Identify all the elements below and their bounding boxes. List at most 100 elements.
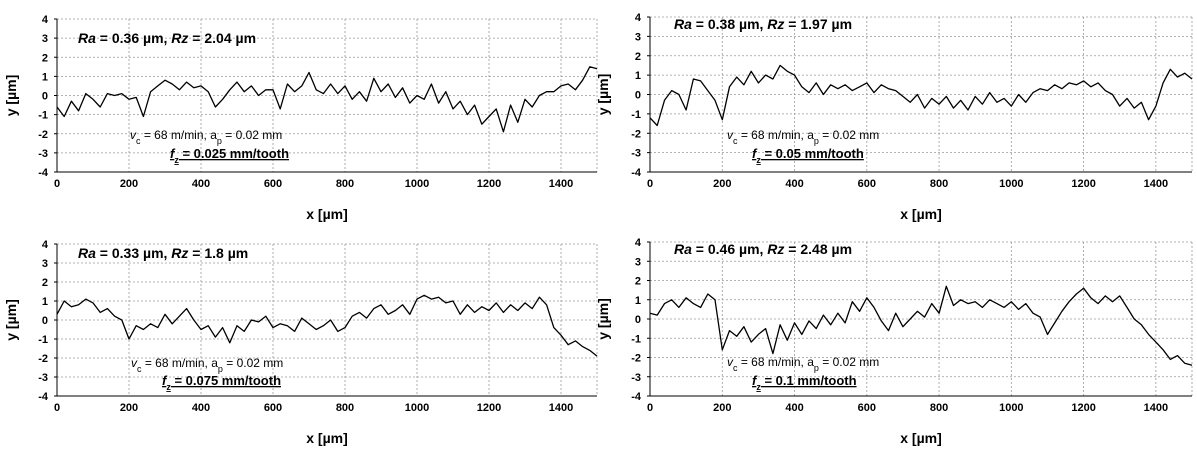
x-tick-label: 1400 <box>1144 178 1168 190</box>
x-tick-label: 1200 <box>1071 402 1095 414</box>
ra-value: = 0.38 µm, <box>692 16 767 32</box>
ra-label: Ra <box>78 245 96 261</box>
x-tick-label: 200 <box>120 178 138 190</box>
y-tick-label: -4 <box>38 391 49 403</box>
x-tick-label: 800 <box>930 402 948 414</box>
y-tick-label: 4 <box>635 237 642 249</box>
cond-text: = 0.02 mm <box>819 355 879 369</box>
chart-panel-top-left: -4 -3 -2 -1 0 1 2 3 4 0 200 400 600 800 1000 1200 1400 x … <box>3 14 598 222</box>
x-tick-label: 200 <box>120 402 138 414</box>
cond-symbol: a <box>807 128 814 142</box>
feed-subscript: z <box>174 155 179 165</box>
x-tick-label: 1200 <box>1071 178 1095 190</box>
x-tick-label: 1000 <box>999 178 1023 190</box>
x-tick-label: 200 <box>713 178 731 190</box>
roughness-annotation: Ra = 0.38 µm, Rz = 1.97 µm <box>674 16 852 32</box>
y-tick-label: 1 <box>635 295 641 307</box>
feed-text: = 0.075 mm/tooth <box>171 373 281 388</box>
chart-panel-bottom-left: -4 -3 -2 -1 0 1 2 3 4 0 200 400 600 800 1000 1200 1400 x … <box>3 239 598 446</box>
rz-label: Rz <box>767 241 784 257</box>
profile-line <box>649 64 1193 127</box>
y-tick-label: -1 <box>38 110 48 122</box>
feed-subscript: z <box>166 382 171 392</box>
x-tick-label: 1200 <box>477 178 501 190</box>
y-tick-label: -2 <box>631 128 641 140</box>
y-tick-label: -3 <box>38 372 48 384</box>
x-tick-label: 1200 <box>477 402 501 414</box>
cond-subscript: p <box>814 136 819 146</box>
cond-symbol: v <box>727 128 734 142</box>
ra-value: = 0.33 µm, <box>96 245 171 261</box>
y-tick-label: 0 <box>42 91 48 103</box>
y-tick-label: 0 <box>635 90 641 102</box>
cond-text: = 68 m/min, <box>738 355 808 369</box>
chart-panel-top-right: -4 -3 -2 -1 0 1 2 3 4 0 200 400 600 800 1000 1200 1400 x … <box>595 12 1193 222</box>
y-tick-label: -4 <box>631 391 642 403</box>
x-tick-label: 1000 <box>405 402 429 414</box>
y-tick-label: 1 <box>635 70 641 82</box>
y-tick-label: -4 <box>631 167 642 179</box>
cutting-conditions: vc = 68 m/min, ap = 0.02 mm <box>727 355 879 373</box>
ra-label: Ra <box>674 241 692 257</box>
y-tick-label: -2 <box>631 353 641 365</box>
ra-value: = 0.46 µm, <box>692 241 767 257</box>
x-tick-label: 0 <box>647 178 653 190</box>
x-axis-label: x [µm] <box>306 206 348 222</box>
cond-symbol: a <box>210 128 217 142</box>
x-tick-label: 1000 <box>999 402 1023 414</box>
x-axis-label: x [µm] <box>900 206 942 222</box>
feed-symbol: f <box>162 373 168 388</box>
y-tick-label: 3 <box>42 258 48 270</box>
rz-value: = 2.48 µm <box>784 241 852 257</box>
feed-text: = 0.025 mm/tooth <box>179 146 289 161</box>
x-tick-label: 1000 <box>405 178 429 190</box>
cond-symbol: v <box>727 355 734 369</box>
y-tick-label: 2 <box>635 276 641 288</box>
y-tick-label: 3 <box>635 31 641 43</box>
y-tick-label: -3 <box>631 372 641 384</box>
x-tick-label: 1400 <box>549 178 573 190</box>
y-tick-label: 3 <box>635 256 641 268</box>
ra-value: = 0.36 µm, <box>96 30 171 46</box>
feed-symbol: f <box>752 373 758 388</box>
roughness-annotation: Ra = 0.36 µm, Rz = 2.04 µm <box>78 30 256 46</box>
x-tick-label: 600 <box>858 178 876 190</box>
x-tick-label: 400 <box>192 402 210 414</box>
rz-value: = 1.8 µm <box>188 245 248 261</box>
x-tick-label: 400 <box>192 178 210 190</box>
roughness-annotation: Ra = 0.46 µm, Rz = 2.48 µm <box>674 241 852 257</box>
y-tick-label: 2 <box>42 277 48 289</box>
cond-text: = 0.02 mm <box>222 128 282 142</box>
y-axis-label: y [µm] <box>595 298 611 340</box>
y-tick-label: -2 <box>38 353 48 365</box>
cond-symbol: v <box>130 128 137 142</box>
cond-symbol: a <box>807 355 814 369</box>
x-axis-label: x [µm] <box>306 430 348 446</box>
x-tick-label: 0 <box>54 178 60 190</box>
x-tick-label: 1400 <box>1144 402 1168 414</box>
cond-subscript: c <box>137 364 142 374</box>
y-tick-label: 2 <box>42 52 48 64</box>
x-tick-label: 600 <box>264 178 282 190</box>
x-tick-label: 800 <box>336 402 354 414</box>
y-tick-label: 2 <box>635 51 641 63</box>
x-tick-label: 0 <box>647 402 653 414</box>
rz-label: Rz <box>171 245 188 261</box>
ra-label: Ra <box>674 16 692 32</box>
x-tick-label: 1400 <box>549 402 573 414</box>
feed-subscript: z <box>756 155 761 165</box>
y-tick-label: 1 <box>42 71 48 83</box>
rz-value: = 1.97 µm <box>784 16 852 32</box>
cond-symbol: v <box>131 356 138 370</box>
y-tick-label: 4 <box>42 239 49 251</box>
cond-text: = 68 m/min, <box>142 356 212 370</box>
y-tick-label: -1 <box>38 334 48 346</box>
rz-label: Rz <box>171 30 188 46</box>
feed-per-tooth: fz = 0.1 mm/tooth <box>752 373 857 392</box>
cond-text: = 68 m/min, <box>141 128 211 142</box>
y-axis-label: y [µm] <box>3 75 19 117</box>
y-tick-label: -4 <box>38 167 49 179</box>
cond-subscript: c <box>733 136 738 146</box>
y-tick-label: -1 <box>631 109 641 121</box>
y-tick-label: 0 <box>42 315 48 327</box>
